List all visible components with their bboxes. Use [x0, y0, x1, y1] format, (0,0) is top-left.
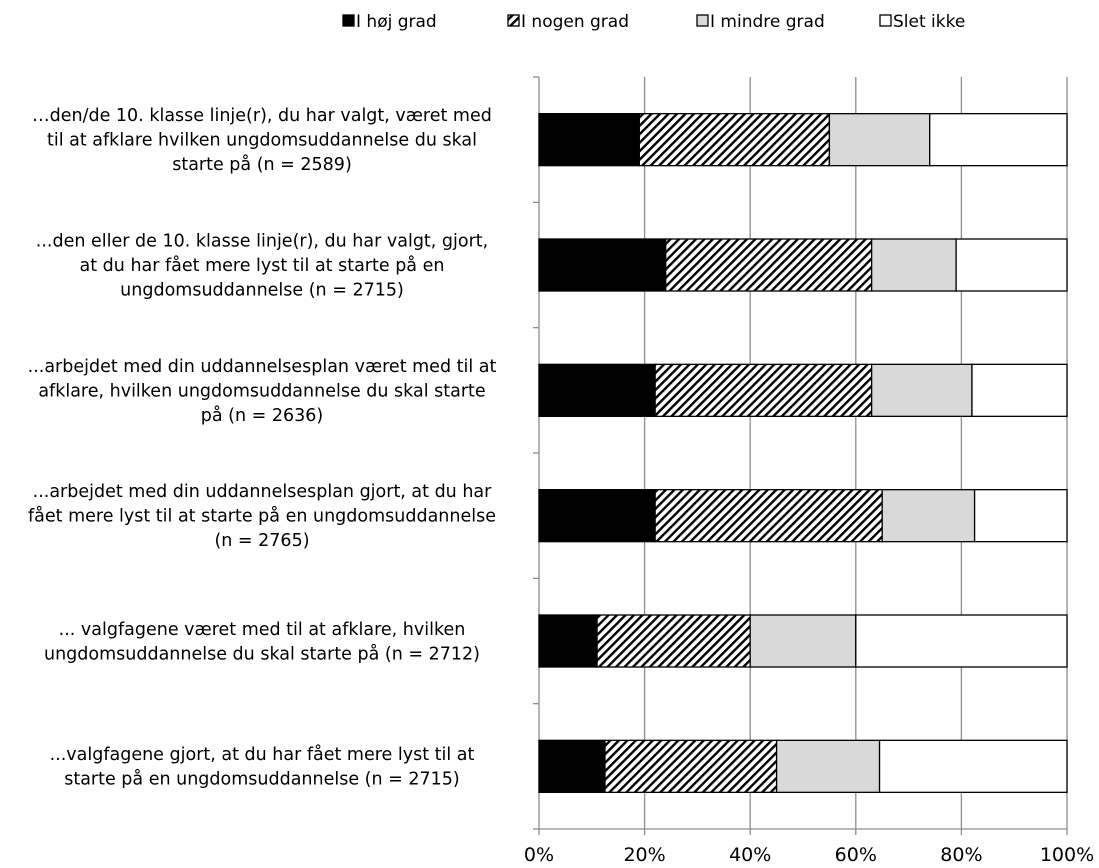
legend-item: Slet ikke: [879, 12, 965, 32]
bar-segment-1-3: [538, 363, 656, 417]
bar-segment-1-2: [538, 238, 667, 292]
x-tick-label: 100%: [1040, 844, 1094, 866]
bar-segment-4-6: [878, 739, 1068, 793]
bar-segment-3-3: [870, 363, 973, 417]
category-label-line: (n = 2765): [214, 531, 309, 551]
legend-item: I høj grad: [342, 12, 437, 32]
category-label-line: ...den eller de 10. klasse linje(r), du …: [36, 232, 488, 252]
bar-segment-2-6: [604, 739, 778, 793]
x-tick-label: 40%: [729, 844, 771, 866]
category-label: ...arbejdet med din uddannelsesplan være…: [28, 357, 497, 426]
bar-segment-2-3: [654, 363, 873, 417]
bar-segment-1-1: [538, 113, 640, 167]
category-label-line: at du har fået mere lyst til at starte p…: [80, 255, 445, 276]
category-labels: …den/de 10. klasse linje(r), du har valg…: [28, 106, 497, 789]
bar-segment-1-6: [538, 739, 606, 793]
category-label: ... valgfagene været med til at afklare,…: [44, 620, 480, 665]
category-label-line: ...arbejdet med din uddannelsesplan være…: [28, 357, 497, 377]
category-label-line: fået mere lyst til at starte på en ungdo…: [28, 506, 496, 527]
legend-label: I mindre grad: [710, 12, 825, 32]
bar-segment-2-5: [596, 614, 751, 668]
bar-segment-3-1: [828, 113, 931, 167]
category-label-line: ungdomsuddannelse du skal starte på (n =…: [44, 643, 480, 664]
bar-segment-4-4: [973, 489, 1068, 543]
axes: [533, 76, 1068, 835]
category-label-line: på (n = 2636): [201, 405, 323, 426]
x-tick-labels: 0% 20% 40% 60% 80% 100%: [524, 844, 1094, 866]
x-tick-label: 60%: [835, 844, 877, 866]
category-label: ...arbejdet med din uddannelsesplan gjor…: [28, 482, 496, 551]
legend-label: I nogen grad: [521, 12, 629, 32]
x-tick-label: 20%: [623, 844, 665, 866]
legend-swatch: [879, 14, 892, 27]
category-label: …den/de 10. klasse linje(r), du har valg…: [32, 106, 492, 175]
x-tick-label: 0%: [524, 844, 554, 866]
bars: [538, 113, 1068, 793]
bar-segment-3-4: [881, 489, 976, 543]
bar-segment-3-2: [870, 238, 957, 292]
category-label-line: starte på en ungdomsuddannelse (n = 2715…: [64, 769, 460, 790]
category-label-line: …den/de 10. klasse linje(r), du har valg…: [32, 106, 492, 126]
x-tick-label: 80%: [940, 844, 982, 866]
bar-segment-2-4: [654, 489, 883, 543]
bar-segment-4-5: [855, 614, 1068, 668]
bar-segment-4-2: [955, 238, 1068, 292]
legend-label: I høj grad: [356, 12, 437, 32]
bar-segment-3-5: [749, 614, 857, 668]
legend-item: I mindre grad: [696, 12, 825, 32]
bar-segment-1-4: [538, 489, 656, 543]
category-label-line: starte på (n = 2589): [172, 154, 352, 175]
category-label-line: til at afklare hvilken ungdomsuddannelse…: [47, 131, 477, 151]
category-label-line: ... valgfagene været med til at afklare,…: [59, 620, 466, 640]
legend-swatch: [696, 14, 709, 27]
bar-segment-1-5: [538, 614, 598, 668]
category-label: ...valgfagene gjort, at du har fået mere…: [50, 744, 475, 790]
bar-segment-3-6: [775, 739, 881, 793]
category-label-line: ungdomsuddannelse (n = 2715): [120, 281, 404, 301]
legend: I høj grad I nogen grad I mindre grad Slet …: [342, 12, 965, 32]
category-label-line: ...arbejdet med din uddannelsesplan gjor…: [33, 482, 493, 502]
category-label-line: afklare, hvilken ungdomsuddannelse du sk…: [38, 381, 485, 401]
legend-item: I nogen grad: [507, 12, 629, 32]
legend-swatch: [342, 14, 355, 27]
gridlines: [643, 77, 1068, 829]
legend-swatch: [507, 14, 520, 27]
bar-segment-2-1: [638, 113, 831, 167]
category-label: ...den eller de 10. klasse linje(r), du …: [36, 232, 488, 301]
legend-label: Slet ikke: [893, 12, 965, 32]
category-label-line: ...valgfagene gjort, at du har fået mere…: [50, 744, 475, 765]
bar-segment-2-2: [665, 238, 873, 292]
bar-segment-4-1: [929, 113, 1068, 167]
bar-segment-4-3: [971, 363, 1068, 417]
